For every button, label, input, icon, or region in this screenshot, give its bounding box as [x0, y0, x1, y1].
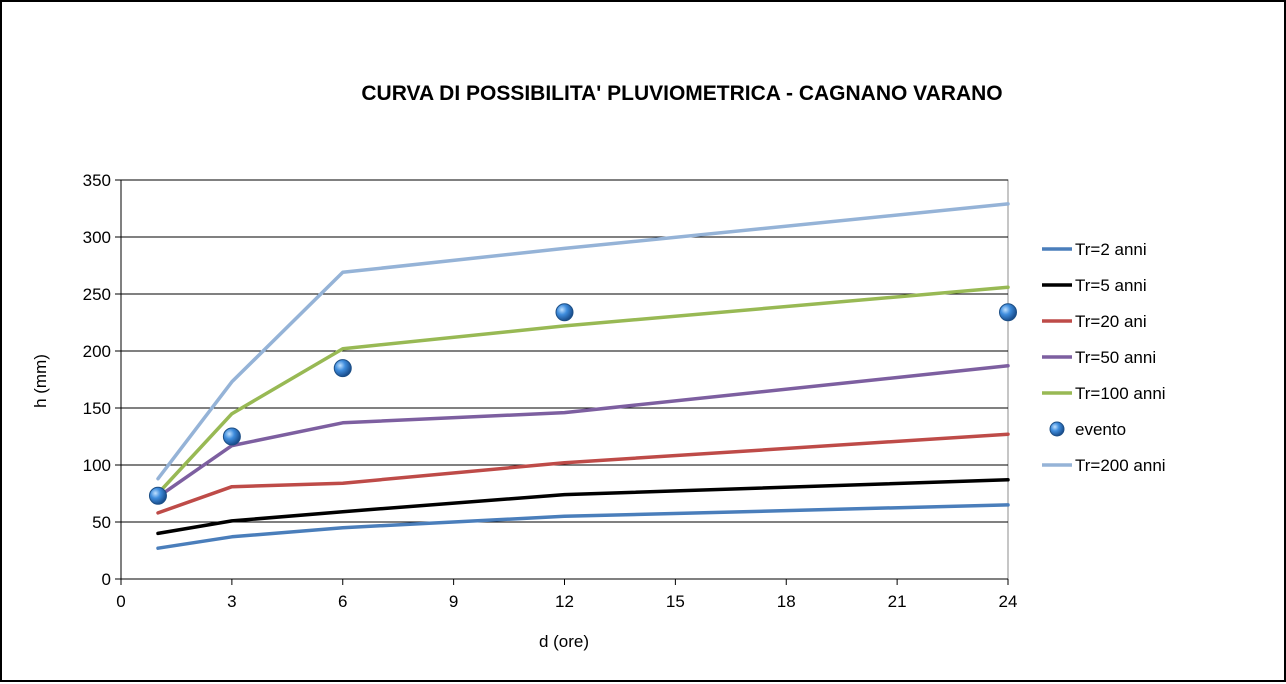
data-point-evento: [555, 303, 574, 322]
plot-area: 0 50 100 150 200 250 300 350 0 3 6 9 12 15 18 21 24: [83, 171, 1018, 611]
series-line-tr-2-anni: [156, 503, 1010, 550]
y-tick-label: 350: [83, 171, 111, 190]
series-line-tr-5-anni: [156, 478, 1010, 536]
data-point-evento: [999, 303, 1017, 322]
x-tick-label: 6: [338, 592, 347, 611]
legend-label-tr-100-anni: Tr=100 anni: [1075, 384, 1166, 403]
x-tick-label: 9: [449, 592, 458, 611]
x-tick-label: 15: [666, 592, 685, 611]
x-tick-label: 21: [888, 592, 907, 611]
legend-label-tr-200-anni: Tr=200 anni: [1075, 456, 1166, 475]
data-point-evento: [222, 427, 241, 446]
x-tick-label: 3: [227, 592, 236, 611]
legend-label-evento: evento: [1075, 420, 1126, 439]
x-tick-label: 24: [999, 592, 1018, 611]
y-tick-label: 300: [83, 228, 111, 247]
legend-swatch-evento: [1049, 421, 1065, 437]
series-line-tr-200-anni: [156, 202, 1010, 481]
y-tick-label: 200: [83, 342, 111, 361]
legend-label-tr-20-ani: Tr=20 ani: [1075, 312, 1147, 331]
x-tick-label: 18: [777, 592, 796, 611]
x-tick-label: 12: [555, 592, 574, 611]
y-tick-label: 100: [83, 456, 111, 475]
legend: Tr=2 anni Tr=5 anni Tr=20 ani Tr=50 anni Tr=…: [1042, 240, 1166, 475]
legend-label-tr-50-anni: Tr=50 anni: [1075, 348, 1156, 367]
y-tick-label: 250: [83, 285, 111, 304]
y-tick-label: 50: [92, 513, 111, 532]
legend-label-tr-5-anni: Tr=5 anni: [1075, 276, 1147, 295]
y-tick-label: 0: [102, 570, 111, 589]
plot-border: [120, 179, 1009, 580]
series-line-tr-100-anni: [156, 285, 1010, 496]
data-point-evento: [148, 486, 167, 505]
series-line-tr-20-ani: [156, 432, 1010, 515]
chart-title: CURVA DI POSSIBILITA' PLUVIOMETRICA - CA…: [361, 82, 1002, 105]
legend-label-tr-2-anni: Tr=2 anni: [1075, 240, 1147, 259]
x-axis-title: d (ore): [539, 632, 589, 651]
y-tick-label: 150: [83, 399, 111, 418]
series-line-tr-50-anni: [156, 364, 1010, 499]
y-axis-title: h (mm): [31, 354, 50, 408]
data-point-evento: [333, 359, 352, 378]
x-tick-label: 0: [116, 592, 125, 611]
